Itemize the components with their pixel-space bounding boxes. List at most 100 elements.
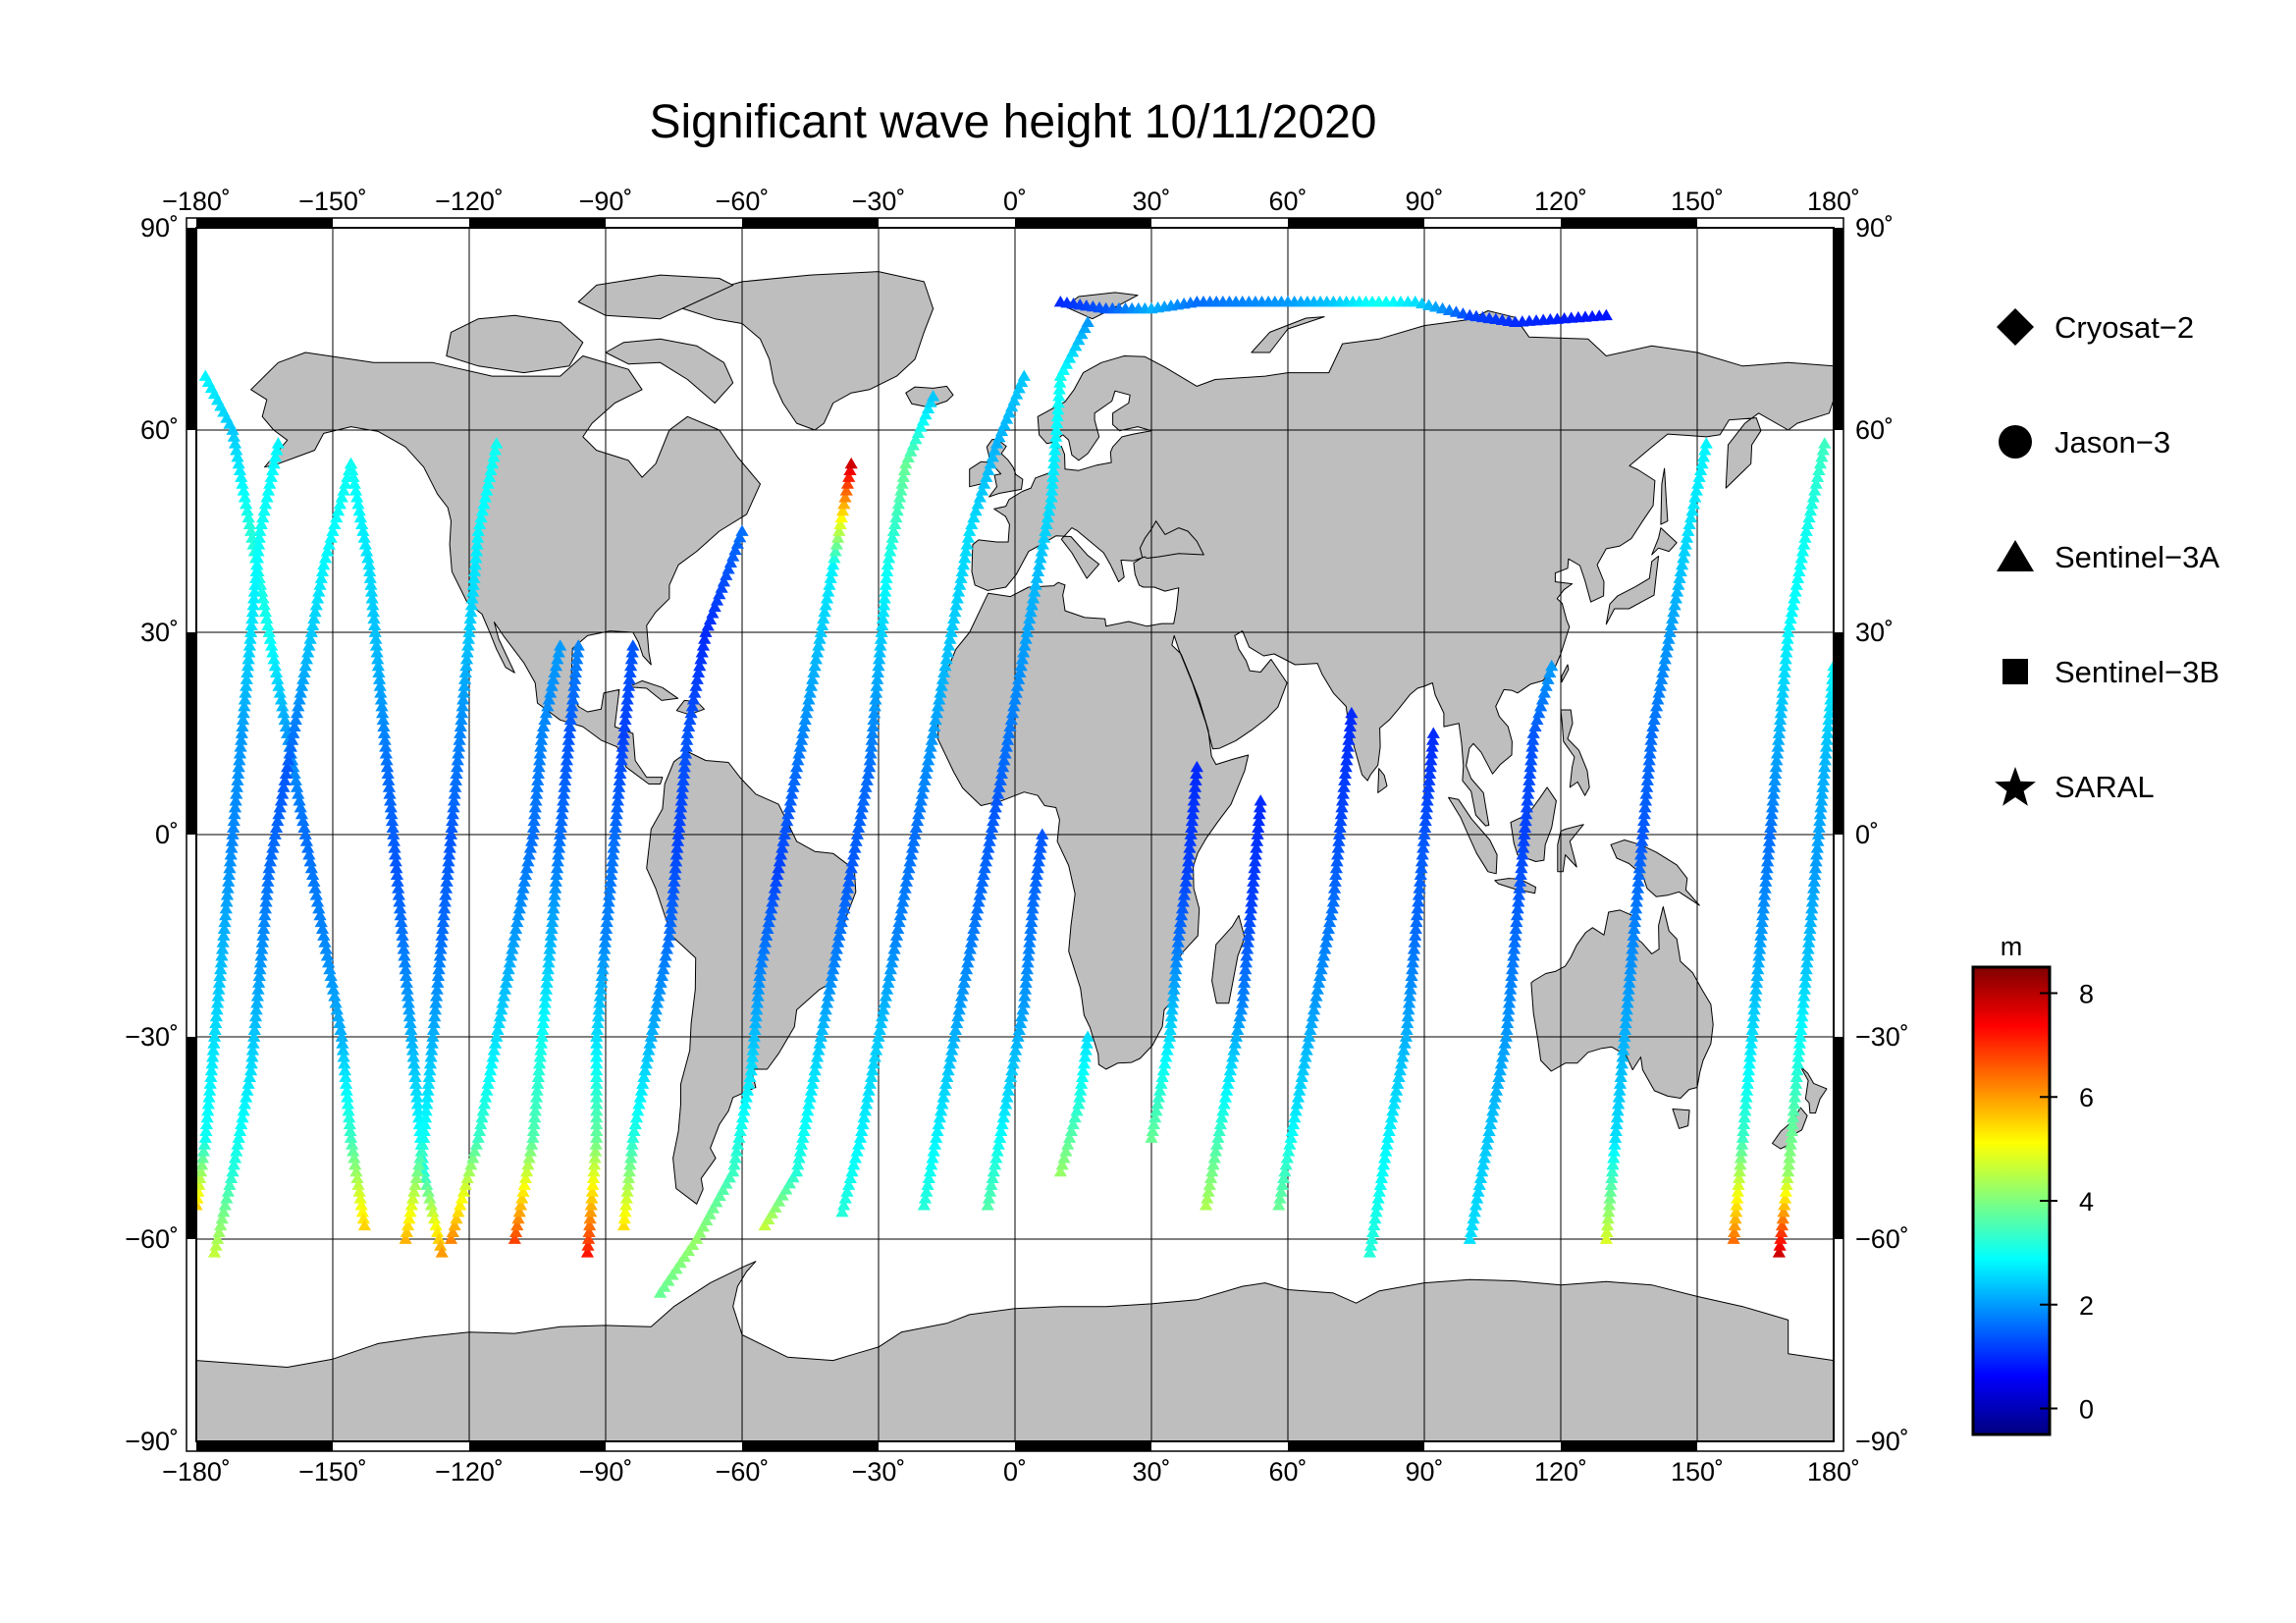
track-point — [958, 551, 972, 564]
track-point — [1692, 470, 1706, 482]
track-point — [1778, 1199, 1791, 1211]
track-point — [1028, 585, 1041, 597]
track-point — [227, 814, 240, 827]
track-point — [1789, 1084, 1802, 1096]
track-point — [1331, 841, 1345, 853]
track-point — [1532, 706, 1546, 719]
track-point — [339, 1070, 352, 1083]
track-point — [1632, 868, 1646, 881]
track-point — [286, 733, 299, 745]
track-point — [1779, 1185, 1792, 1197]
track-point — [366, 599, 380, 611]
track-point — [960, 538, 974, 550]
track-point — [1813, 807, 1828, 820]
frame-segment-left — [187, 632, 196, 835]
track-point — [293, 693, 306, 705]
track-point — [1169, 962, 1183, 975]
track-point — [460, 1171, 474, 1184]
track-point — [825, 969, 839, 982]
track-point — [389, 848, 402, 860]
track-point — [244, 625, 258, 637]
track-point — [236, 1110, 249, 1123]
track-point — [264, 470, 278, 482]
track-point — [1190, 767, 1203, 780]
track-point — [1325, 902, 1339, 914]
satellite-track — [399, 437, 504, 1244]
track-point — [248, 1009, 263, 1022]
track-point — [1771, 740, 1785, 752]
track-point — [248, 571, 263, 583]
track-point — [357, 531, 371, 543]
track-point — [267, 835, 281, 846]
track-point — [987, 814, 1000, 827]
track-point — [665, 902, 678, 914]
track-point — [261, 484, 276, 496]
x-tick-label-top: −180˚ — [162, 187, 231, 216]
land-arctic-archipelago — [446, 314, 584, 374]
track-point — [996, 1110, 1010, 1123]
track-point — [863, 753, 877, 766]
track-point — [441, 861, 454, 874]
track-point — [871, 1037, 884, 1049]
track-point — [482, 1070, 496, 1083]
track-point — [1753, 943, 1767, 954]
track-point — [934, 1105, 948, 1116]
track-point — [561, 733, 575, 745]
track-point — [446, 814, 459, 827]
track-point — [938, 1077, 953, 1089]
track-point — [609, 821, 622, 833]
track-point — [266, 463, 280, 476]
track-point — [686, 693, 701, 705]
track-point — [1605, 1171, 1619, 1184]
track-point — [277, 706, 291, 719]
satellite-track — [1200, 794, 1267, 1211]
track-point — [1015, 375, 1029, 388]
track-point — [1663, 625, 1677, 637]
track-point — [338, 1063, 351, 1076]
track-point — [566, 686, 580, 698]
diamond-icon — [1997, 308, 2034, 346]
track-point — [994, 424, 1009, 437]
track-point — [370, 646, 384, 658]
track-point — [531, 767, 546, 780]
track-point — [860, 1098, 874, 1109]
track-point — [1817, 767, 1831, 780]
track-point — [1013, 666, 1027, 678]
track-point — [788, 767, 802, 780]
track-point — [1811, 470, 1825, 482]
satellite-track — [344, 457, 449, 1258]
track-point — [1418, 814, 1432, 827]
track-point — [987, 1164, 1000, 1177]
track-point — [1515, 854, 1529, 867]
track-point — [235, 727, 248, 738]
track-point — [1278, 1164, 1292, 1177]
frame-segment-top — [742, 218, 879, 228]
track-point — [835, 1206, 849, 1217]
track-point — [253, 962, 267, 975]
track-point — [1024, 922, 1038, 934]
track-point — [257, 504, 271, 516]
track-point — [1273, 1192, 1287, 1204]
track-point — [493, 1009, 507, 1022]
track-point — [1160, 1044, 1174, 1055]
track-point — [1735, 1145, 1748, 1157]
track-point — [465, 592, 479, 604]
track-point — [817, 1016, 830, 1029]
track-point — [387, 828, 400, 839]
track-point — [539, 990, 553, 1001]
track-point — [328, 990, 342, 1001]
track-point — [458, 666, 472, 678]
track-point — [937, 1084, 951, 1096]
track-point — [1808, 861, 1823, 874]
track-point — [1680, 531, 1694, 543]
track-point — [385, 814, 400, 827]
track-point — [748, 1023, 762, 1035]
track-point — [1620, 1009, 1633, 1022]
track-point — [1696, 450, 1711, 462]
track-point — [992, 431, 1006, 443]
track-point — [797, 1124, 811, 1136]
track-point — [346, 1138, 359, 1150]
track-point — [1165, 1003, 1179, 1015]
track-point — [1518, 828, 1531, 839]
track-point — [828, 955, 841, 968]
